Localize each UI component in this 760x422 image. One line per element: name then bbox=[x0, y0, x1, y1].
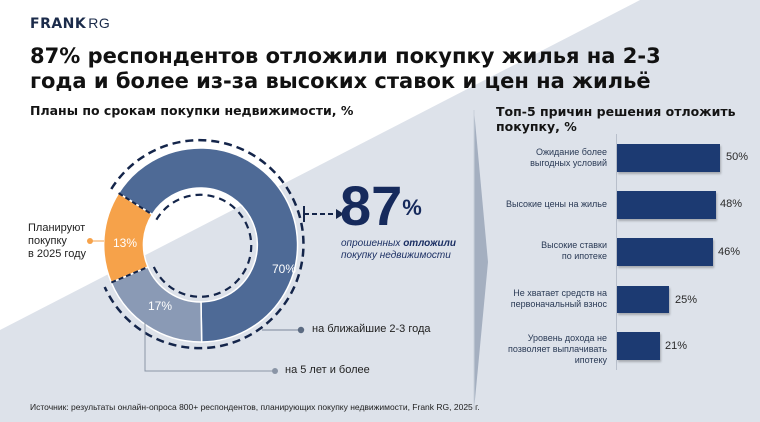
leader-dot-far bbox=[272, 368, 278, 374]
bar-2 bbox=[617, 191, 716, 219]
dashed-inner-ring bbox=[151, 193, 253, 298]
plan-label-line: Планируют bbox=[28, 222, 86, 234]
donut-chart-title: Планы по срокам покупки недвижимости, % bbox=[30, 103, 354, 118]
bar-3 bbox=[617, 238, 713, 266]
source-note: Источник: результаты онлайн-опроса 800+ … bbox=[30, 402, 480, 412]
bar-label-4: Не хватает средств на первоначальный взно… bbox=[510, 288, 607, 309]
arrow-to-87 bbox=[303, 206, 344, 222]
bar-label-1: Ожидание более выгодных условий bbox=[530, 147, 607, 168]
bar-label-5: Уровень дохода не позволяет выплачивать ип… bbox=[507, 333, 607, 365]
logo: FRANK RG bbox=[30, 15, 110, 32]
bar-value-2: 48% bbox=[720, 198, 743, 210]
bar-value-5: 21% bbox=[665, 340, 688, 352]
orange-leader-dot bbox=[87, 238, 93, 244]
bar-value-4: 25% bbox=[675, 294, 698, 306]
plan-label-line: в 2025 году bbox=[28, 248, 86, 260]
bar-4 bbox=[617, 286, 669, 313]
bar-chart-title: Топ-5 причин решения отложить покупку, % bbox=[496, 104, 736, 134]
bar-5 bbox=[617, 332, 660, 360]
legend-far-label: на 5 лет и более bbox=[285, 364, 370, 376]
plan-label-line: покупку bbox=[28, 235, 67, 247]
bar-label-3: Высокие ставки по ипотеке bbox=[541, 240, 607, 261]
leader-dot-near bbox=[297, 326, 305, 334]
logo-bold: FRANK bbox=[30, 16, 87, 32]
slice-separator-bottom bbox=[110, 266, 149, 284]
donut-label-17: 17% bbox=[148, 299, 173, 313]
donut-chart bbox=[102, 138, 305, 350]
highlight-87-note: опрошенных отложили покупку недвижимости bbox=[341, 238, 456, 261]
leader-line-far bbox=[144, 322, 274, 372]
page-title: 87% респондентов отложили покупку жилья … bbox=[30, 44, 661, 93]
slice-separator-top bbox=[118, 192, 153, 216]
logo-light: RG bbox=[88, 15, 111, 31]
bar-axis bbox=[616, 134, 617, 370]
bar-label-2: Высокие цены на жилье bbox=[505, 199, 607, 209]
bar-value-3: 46% bbox=[718, 246, 741, 258]
highlight-87-value: 87% bbox=[340, 174, 422, 237]
legend-near-label: на ближайшие 2-3 года bbox=[312, 323, 431, 335]
chevron-divider bbox=[474, 110, 488, 410]
donut-label-13: 13% bbox=[113, 236, 138, 250]
donut-label-70: 70% bbox=[272, 262, 297, 276]
plan-2025-label: Планируют покупку в 2025 году bbox=[28, 222, 86, 261]
donut-slice-70 bbox=[117, 147, 299, 343]
bar-1 bbox=[617, 144, 720, 172]
dashed-outer-ring bbox=[103, 138, 305, 350]
bar-value-1: 50% bbox=[726, 151, 749, 163]
